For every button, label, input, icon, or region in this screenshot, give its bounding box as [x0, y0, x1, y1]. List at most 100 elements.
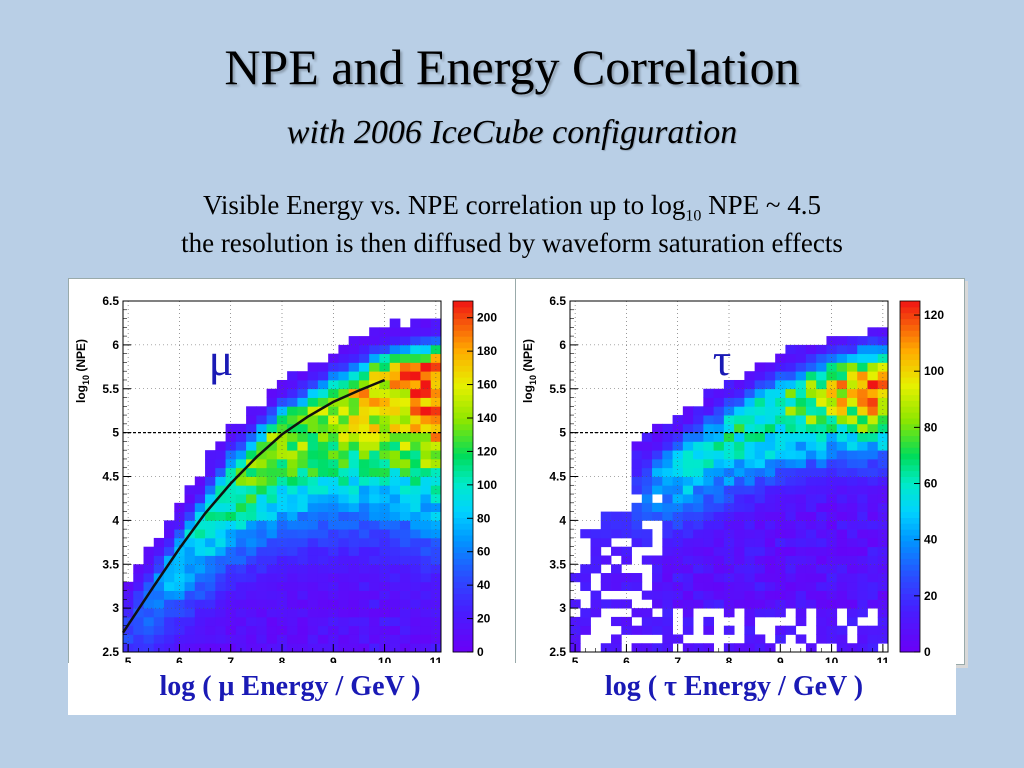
heatmap-cell: [590, 537, 602, 548]
heatmap-cell: [652, 599, 663, 609]
heatmap-cell: [652, 590, 663, 600]
heatmap-cell: [816, 415, 827, 425]
heatmap-cell: [410, 441, 421, 451]
heatmap-cell: [256, 529, 268, 539]
colorbar-segment: [900, 447, 920, 454]
heatmap-cell: [287, 450, 298, 460]
colorbar-segment: [900, 511, 920, 518]
heatmap-cell: [631, 467, 643, 477]
heatmap-cell: [846, 608, 858, 618]
heatmap-cell: [775, 590, 786, 600]
heatmap-cell: [836, 467, 848, 477]
heatmap-cell: [693, 599, 704, 609]
heatmap-cell: [153, 634, 165, 644]
heatmap-cell: [631, 643, 643, 653]
heatmap-cell: [734, 415, 745, 425]
heatmap-cell: [153, 599, 165, 609]
heatmap-cell: [723, 379, 735, 390]
heatmap-cell: [338, 476, 350, 486]
heatmap-cell: [795, 458, 807, 469]
colorbar-segment: [900, 423, 920, 431]
heatmap-cell: [358, 573, 370, 583]
muon-plot-panel: 5 6 7 8 9 10 11 2.5 3 3.5 4 4.5 5 5.5 6 6.5 log10 (NPE) μ…: [68, 278, 518, 665]
heatmap-cell: [693, 423, 704, 434]
heatmap-cell: [652, 555, 663, 565]
heatmap-cell: [826, 537, 838, 548]
heatmap-cell: [328, 467, 339, 477]
heatmap-cell: [764, 415, 776, 425]
heatmap-cell: [682, 415, 694, 425]
heatmap-cell: [348, 634, 360, 644]
heatmap-cell: [194, 537, 206, 548]
heatmap-cell: [276, 608, 288, 618]
desc-line1-sub: 10: [685, 207, 702, 225]
heatmap-cell: [764, 458, 776, 469]
heatmap-cell: [328, 537, 339, 548]
heatmap-cell: [307, 581, 319, 591]
heatmap-cell: [734, 467, 745, 477]
heatmap-cell: [420, 625, 432, 635]
heatmap-cell: [379, 520, 391, 530]
y-tick-label: 3: [112, 601, 119, 615]
heatmap-cell: [307, 415, 319, 425]
heatmap-cell: [430, 467, 442, 477]
heatmap-cell: [775, 450, 786, 460]
heatmap-cell: [816, 344, 827, 355]
x-tick-label: 6: [176, 655, 183, 664]
heatmap-cell: [580, 616, 591, 627]
heatmap-cell: [348, 502, 360, 512]
colorbar-segment: [453, 646, 473, 653]
colorbar-segment: [900, 341, 920, 349]
heatmap-cell: [816, 573, 827, 583]
heatmap-cell: [256, 423, 268, 434]
heatmap-cell: [348, 441, 360, 451]
heatmap-cell: [328, 371, 339, 381]
colorbar-segment: [900, 306, 920, 314]
heatmap-cell: [857, 643, 868, 653]
heatmap-cell: [785, 520, 797, 530]
heatmap-cell: [703, 643, 715, 653]
heatmap-cell: [215, 616, 226, 627]
colorbar-segment: [453, 464, 473, 472]
heatmap-cell: [713, 520, 725, 530]
heatmap-cell: [369, 537, 380, 548]
heatmap-cell: [358, 353, 370, 363]
heatmap-cell: [256, 476, 268, 486]
heatmap-cell: [867, 388, 879, 398]
heatmap-cell: [877, 537, 889, 548]
colorbar-segment: [453, 529, 473, 536]
colorbar-segment: [900, 394, 920, 401]
heatmap-cell: [682, 502, 694, 512]
heatmap-cell: [133, 573, 144, 583]
heatmap-cell: [123, 625, 134, 635]
heatmap-cells: [123, 318, 442, 653]
heatmap-cell: [857, 502, 868, 512]
heatmap-cell: [153, 546, 165, 556]
heatmap-cell: [328, 608, 339, 618]
heatmap-cell: [246, 616, 257, 627]
heatmap-cell: [307, 379, 319, 390]
heatmap-cell: [816, 467, 827, 477]
heatmap-cell: [672, 555, 684, 565]
heatmap-cell: [641, 476, 653, 486]
colorbar-segment: [453, 570, 473, 577]
x-tick-label: 7: [227, 655, 234, 664]
heatmap-cell: [846, 397, 858, 407]
heatmap-cell: [805, 406, 817, 416]
heatmap-cell: [826, 599, 838, 609]
heatmap-cell: [410, 502, 421, 512]
heatmap-cell: [764, 467, 776, 477]
heatmap-cell: [235, 450, 247, 460]
heatmap-cell: [328, 458, 339, 469]
heatmap-cell: [399, 450, 411, 460]
colorbar-segment: [900, 646, 920, 653]
heatmap-cell: [225, 537, 237, 548]
x-tick-label: 5: [125, 655, 132, 664]
heatmap-cell: [672, 450, 684, 460]
heatmap-cell: [143, 573, 155, 583]
heatmap-cell: [389, 379, 401, 390]
heatmap-cell: [379, 450, 391, 460]
heatmap-cell: [399, 634, 411, 644]
heatmap-cell: [652, 476, 663, 486]
heatmap-cell: [600, 643, 612, 653]
